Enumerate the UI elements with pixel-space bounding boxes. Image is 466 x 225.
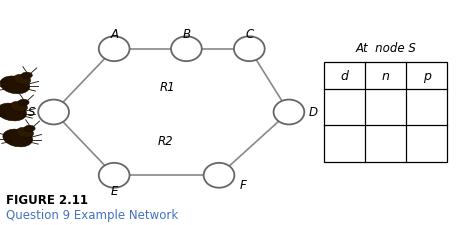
Ellipse shape <box>18 100 29 106</box>
Ellipse shape <box>0 104 27 121</box>
Ellipse shape <box>24 126 35 132</box>
Text: At  node S: At node S <box>355 42 416 55</box>
Text: Question 9 Example Network: Question 9 Example Network <box>6 208 178 221</box>
Text: R1: R1 <box>160 80 176 93</box>
Text: A: A <box>110 28 118 41</box>
Text: S: S <box>27 106 35 119</box>
Ellipse shape <box>274 100 304 125</box>
Ellipse shape <box>0 77 30 94</box>
Ellipse shape <box>3 130 33 147</box>
Text: p: p <box>423 70 431 83</box>
Text: d: d <box>341 70 349 83</box>
Text: D: D <box>308 106 318 119</box>
Ellipse shape <box>14 75 31 85</box>
Text: F: F <box>240 178 247 191</box>
Ellipse shape <box>99 37 130 62</box>
Text: C: C <box>245 28 254 41</box>
Ellipse shape <box>38 100 69 125</box>
Text: R2: R2 <box>158 134 173 147</box>
Ellipse shape <box>234 37 265 62</box>
Text: n: n <box>382 70 390 83</box>
Text: E: E <box>110 184 118 197</box>
Text: FIGURE 2.11: FIGURE 2.11 <box>6 193 88 206</box>
Ellipse shape <box>21 73 32 79</box>
Ellipse shape <box>99 163 130 188</box>
Ellipse shape <box>10 102 27 112</box>
Ellipse shape <box>204 163 234 188</box>
Ellipse shape <box>171 37 202 62</box>
Bar <box>324 63 447 162</box>
Ellipse shape <box>16 128 34 138</box>
Text: B: B <box>182 28 191 41</box>
